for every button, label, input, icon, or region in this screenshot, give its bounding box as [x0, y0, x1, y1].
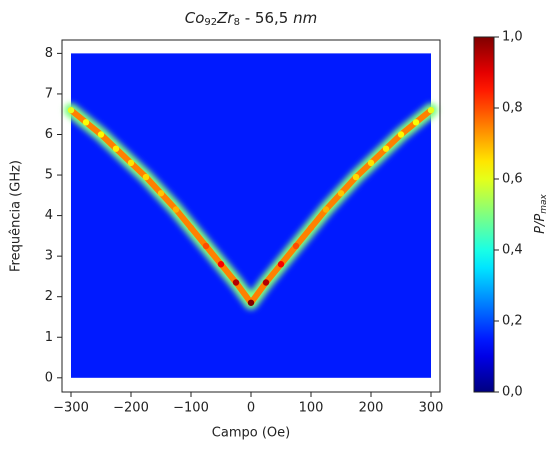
y-tick-label: 6 [45, 127, 53, 142]
colorbar-tick-label: 1,0 [502, 30, 523, 45]
colorbar-tick-label: 0,8 [502, 101, 523, 116]
resonance-point [142, 173, 150, 181]
colorbar-label: P/Pmax [533, 193, 549, 233]
colorbar-tick-label: 0,2 [502, 314, 523, 329]
colorbar-tick-label: 0,6 [502, 172, 523, 187]
resonance-point [367, 159, 375, 167]
resonance-point [337, 190, 345, 197]
x-tick-label: −300 [53, 401, 89, 416]
colorbar [473, 36, 495, 393]
y-axis-label: Frequência (GHz) [9, 160, 24, 272]
chart-title: Co92Zr8 - 56,5 nm [185, 9, 317, 29]
title-part: 92 [204, 17, 217, 28]
y-tick-label: 5 [45, 168, 53, 183]
resonance-point [82, 119, 90, 126]
resonance-point [412, 119, 420, 126]
resonance-point [232, 279, 240, 286]
x-tick-label: 0 [247, 401, 255, 416]
resonance-point [172, 206, 180, 213]
title-part: Co [185, 9, 205, 27]
resonance-point [217, 261, 225, 268]
x-tick-label: −200 [113, 401, 149, 416]
title-part: 8 [234, 17, 240, 28]
y-tick-label: 0 [45, 370, 53, 385]
background-level [71, 53, 431, 378]
y-tick-label: 1 [45, 330, 53, 345]
colorbar-tick-label: 0,4 [502, 243, 523, 258]
resonance-point [187, 224, 195, 231]
resonance-point [322, 206, 330, 213]
resonance-point [97, 131, 105, 138]
y-tick-label: 2 [45, 289, 53, 304]
resonance-point [397, 131, 405, 138]
y-tick-label: 4 [45, 208, 53, 223]
resonance-point [382, 145, 390, 152]
resonance-point [427, 106, 435, 114]
resonance-point [112, 145, 120, 152]
title-part: Zr [216, 9, 234, 27]
x-tick-label: −100 [173, 401, 209, 416]
colorbar-label-part: max [539, 193, 549, 213]
resonance-point [292, 242, 300, 250]
resonance-point [67, 106, 75, 114]
resonance-point [277, 261, 285, 268]
colorbar-label-part: P/P [533, 214, 548, 234]
title-part: - 56,5 [240, 9, 293, 27]
x-tick-label: 100 [299, 401, 324, 416]
y-tick-label: 8 [45, 46, 53, 61]
resonance-point [262, 279, 270, 286]
x-axis-label: Campo (Oe) [212, 426, 290, 441]
title-part: nm [293, 9, 317, 27]
resonance-point [307, 224, 315, 231]
y-tick-label: 7 [45, 86, 53, 101]
resonance-point [352, 173, 360, 181]
colorbar-tick-label: 0,0 [502, 385, 523, 400]
resonance-point [202, 242, 210, 250]
resonance-point [127, 159, 135, 167]
resonance-point [247, 299, 255, 306]
x-tick-label: 200 [359, 401, 384, 416]
resonance-point [157, 190, 165, 197]
y-tick-label: 3 [45, 249, 53, 264]
x-tick-label: 300 [419, 401, 444, 416]
